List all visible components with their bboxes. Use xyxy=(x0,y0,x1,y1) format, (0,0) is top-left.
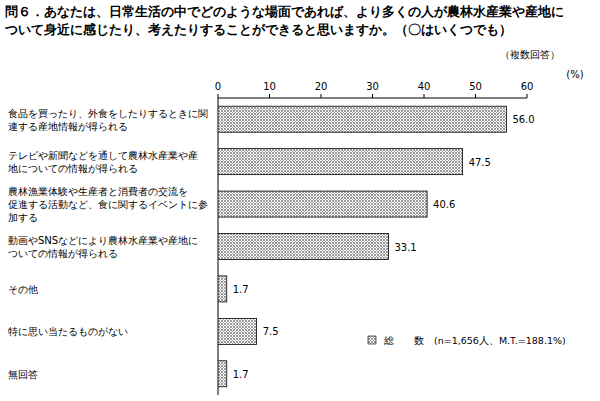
x-tick xyxy=(218,94,219,98)
bar xyxy=(218,318,257,344)
bar xyxy=(218,149,463,175)
x-tick-label: 50 xyxy=(469,81,482,92)
x-tick xyxy=(527,94,528,98)
text-line: 特に思い当たるものがない xyxy=(8,326,128,337)
x-tick-label: 60 xyxy=(521,81,534,92)
legend: 総 数 (n=1,656人、M.T.=188.1%) xyxy=(368,335,566,346)
data-label: 1.7 xyxy=(233,284,249,295)
x-tick xyxy=(475,94,476,98)
text-line: 地についての情報が得られる xyxy=(7,163,138,174)
category-label: 動画やSNSなどにより農林水産業や産地についての情報が得られる xyxy=(8,235,198,259)
text-line: 促進する活動など、食に関するイベントに参 xyxy=(8,199,208,210)
data-label: 33.1 xyxy=(394,242,416,253)
category-label: 無回答 xyxy=(8,369,38,380)
category-label: 特に思い当たるものがない xyxy=(8,326,128,337)
data-label: 7.5 xyxy=(263,326,279,337)
text-line: 連する産地情報が得られる xyxy=(8,121,128,132)
text-line: ついて身近に感じたり、考えたりすることができると思いますか。（〇はいくつでも） xyxy=(4,22,512,37)
x-tick xyxy=(269,94,270,98)
x-tick-label: 30 xyxy=(366,81,379,92)
bar xyxy=(218,191,427,217)
legend-swatch xyxy=(368,336,376,344)
text-line: テレビや新聞などを通して農林水産業や産 xyxy=(8,150,198,161)
x-tick-label: 10 xyxy=(263,81,276,92)
title: 問６．あなたは、日常生活の中でどのような場面であれば、より多くの人が農林水産業や… xyxy=(4,4,564,37)
x-tick-label: 40 xyxy=(418,81,431,92)
x-tick-label: 0 xyxy=(215,81,221,92)
text-line: 問６．あなたは、日常生活の中でどのような場面であれば、より多くの人が農林水産業や… xyxy=(5,4,564,19)
x-tick xyxy=(372,94,373,98)
x-axis-label: (%) xyxy=(566,69,583,80)
legend-label: 総 数 (n=1,656人、M.T.=188.1%) xyxy=(383,335,566,346)
bar xyxy=(218,361,227,387)
bar xyxy=(218,276,227,302)
category-label: その他 xyxy=(8,284,38,295)
x-tick xyxy=(321,94,322,98)
text-line: 加する xyxy=(8,212,38,223)
x-tick xyxy=(424,94,425,98)
text-line: 無回答 xyxy=(8,369,38,380)
data-label: 47.5 xyxy=(469,157,491,168)
chart: 問６．あなたは、日常生活の中でどのような場面であれば、より多くの人が農林水産業や… xyxy=(0,0,600,401)
category-label: テレビや新聞などを通して農林水産業や産地についての情報が得られる xyxy=(7,150,198,174)
subtitle: （複数回答） xyxy=(500,49,560,60)
data-label: 56.0 xyxy=(512,114,534,125)
text-line: 農林漁業体験や生産者と消費者の交流を xyxy=(8,186,188,197)
x-tick-label: 20 xyxy=(315,81,328,92)
data-label: 1.7 xyxy=(233,369,249,380)
text-line: 食品を買ったり、外食をしたりするときに関 xyxy=(8,108,208,119)
text-line: その他 xyxy=(8,284,38,295)
category-label: 食品を買ったり、外食をしたりするときに関連する産地情報が得られる xyxy=(8,108,208,132)
bar xyxy=(218,106,506,132)
bar xyxy=(218,234,388,260)
data-label: 40.6 xyxy=(433,199,455,210)
category-label: 農林漁業体験や生産者と消費者の交流を促進する活動など、食に関するイベントに参加す… xyxy=(8,186,208,223)
text-line: 動画やSNSなどにより農林水産業や産地に xyxy=(8,235,198,246)
text-line: ついての情報が得られる xyxy=(8,248,118,259)
